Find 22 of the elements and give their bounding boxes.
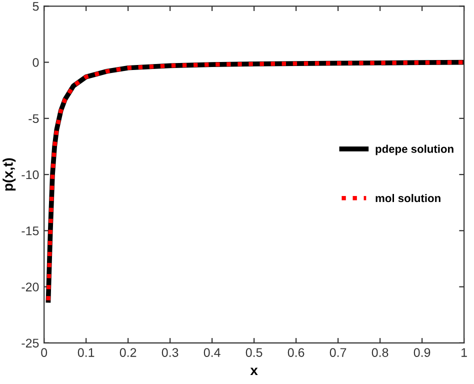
y-tick-label: -15	[22, 226, 39, 236]
y-tick-label: -20	[22, 282, 39, 292]
x-axis-title: x	[250, 368, 258, 376]
x-tick-label: 0.4	[204, 348, 220, 357]
legend-label: mol solution	[376, 194, 440, 202]
x-tick-label: 1	[462, 348, 467, 357]
x-tick-label: 0.1	[78, 348, 94, 357]
x-tick-label: 0.6	[288, 348, 304, 357]
x-tick-label: 0	[41, 348, 48, 357]
y-tick-label: 5	[32, 2, 39, 11]
y-tick-label: -10	[22, 170, 39, 180]
y-tick-label: 0	[32, 58, 39, 67]
legend-label: pdepe solution	[376, 144, 454, 156]
x-tick-label: 0.2	[120, 348, 136, 357]
x-tick-label: 0.7	[330, 348, 346, 357]
y-tick-label: -5	[28, 114, 39, 124]
y-axis-title: p(x,t)	[2, 158, 16, 191]
x-tick-label: 0.3	[162, 348, 178, 357]
x-tick-label: 0.9	[414, 348, 430, 357]
y-tick-label: -25	[22, 338, 39, 348]
x-tick-label: 0.8	[372, 348, 388, 357]
x-tick-label: 0.5	[246, 348, 262, 357]
